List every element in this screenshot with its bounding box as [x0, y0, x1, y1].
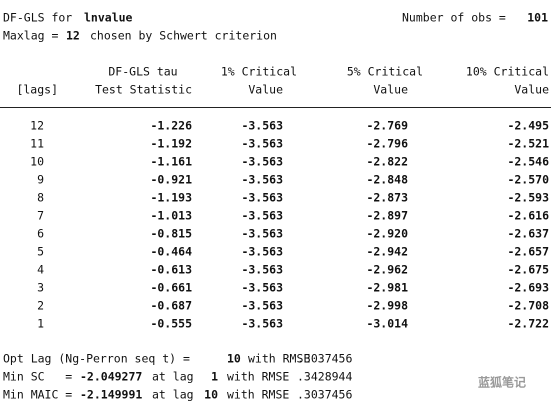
- column-header: DF-GLS tau: [108, 65, 177, 79]
- opt-lag-label: Opt Lag (Ng-Perron seq t) =: [3, 352, 190, 366]
- lag-cell: 10: [30, 155, 44, 169]
- column-header: Value: [373, 83, 408, 97]
- value-cell: -3.563: [241, 155, 283, 169]
- lag-cell: 11: [30, 137, 44, 151]
- value-cell: -2.593: [507, 191, 549, 205]
- lag-cell: 7: [37, 209, 44, 223]
- maxlag-suffix: chosen by Schwert criterion: [90, 29, 277, 43]
- value-cell: -0.687: [150, 299, 192, 313]
- value-cell: -3.014: [366, 317, 408, 331]
- value-cell: -2.616: [507, 209, 549, 223]
- value-cell: -3.563: [241, 281, 283, 295]
- criterion-label: Min MAIC =: [3, 388, 72, 402]
- value-cell: -3.563: [241, 227, 283, 241]
- value-cell: -2.897: [366, 209, 408, 223]
- value-cell: -0.555: [150, 317, 192, 331]
- value-cell: -2.570: [507, 173, 549, 187]
- value-cell: -2.521: [507, 137, 549, 151]
- column-header: Value: [514, 83, 549, 97]
- rmse-label: with RMSE: [227, 370, 289, 384]
- value-cell: -3.563: [241, 119, 283, 133]
- value-cell: -2.822: [366, 155, 408, 169]
- nobs-label: Number of obs =: [402, 11, 506, 25]
- watermark: 蓝狐笔记: [478, 375, 526, 390]
- column-header: 10% Critical: [466, 65, 549, 79]
- value-cell: -2.546: [507, 155, 549, 169]
- column-header: Value: [248, 83, 283, 97]
- maxlag-label: Maxlag =: [3, 29, 58, 43]
- lag-cell: 4: [37, 263, 44, 277]
- value-cell: -0.661: [150, 281, 192, 295]
- value-cell: -3.563: [241, 137, 283, 151]
- column-header: 1% Critical: [221, 65, 297, 79]
- value-cell: -2.708: [507, 299, 549, 313]
- rmse-label: with RMSE: [248, 352, 310, 366]
- value-cell: -2.675: [507, 263, 549, 277]
- value-cell: -3.563: [241, 245, 283, 259]
- rmse-value: .3428944: [297, 370, 352, 384]
- maxlag-value: 12: [66, 29, 80, 43]
- value-cell: -3.563: [241, 173, 283, 187]
- lag-value: 1: [211, 370, 218, 384]
- value-cell: -2.722: [507, 317, 549, 331]
- value-cell: -2.920: [366, 227, 408, 241]
- rmse-label: with RMSE: [227, 388, 289, 402]
- value-cell: -1.193: [150, 191, 192, 205]
- value-cell: -3.563: [241, 263, 283, 277]
- value-cell: -2.873: [366, 191, 408, 205]
- lag-cell: 8: [37, 191, 44, 205]
- value-cell: -3.563: [241, 299, 283, 313]
- criterion-value: -2.149991: [80, 388, 142, 402]
- column-header: 5% Critical: [347, 65, 423, 79]
- value-cell: -1.226: [150, 119, 192, 133]
- at-lag-label: at lag: [152, 388, 194, 402]
- value-cell: -2.998: [366, 299, 408, 313]
- value-cell: -1.192: [150, 137, 192, 151]
- value-cell: -2.637: [507, 227, 549, 241]
- lag-cell: 1: [37, 317, 44, 331]
- title-prefix: DF-GLS for: [3, 11, 72, 25]
- lag-cell: 12: [30, 119, 44, 133]
- value-cell: -2.796: [366, 137, 408, 151]
- value-cell: -2.942: [366, 245, 408, 259]
- value-cell: -0.815: [150, 227, 192, 241]
- rmse-value: .3037456: [297, 388, 352, 402]
- lag-cell: 3: [37, 281, 44, 295]
- opt-lag-value: 10: [227, 352, 241, 366]
- value-cell: -2.495: [507, 119, 549, 133]
- criterion-value: -2.049277: [80, 370, 142, 384]
- lag-cell: 9: [37, 173, 44, 187]
- value-cell: -2.657: [507, 245, 549, 259]
- value-cell: -2.693: [507, 281, 549, 295]
- value-cell: -2.769: [366, 119, 408, 133]
- value-cell: -2.848: [366, 173, 408, 187]
- value-cell: -0.613: [150, 263, 192, 277]
- value-cell: -3.563: [241, 209, 283, 223]
- value-cell: -0.464: [150, 245, 192, 259]
- value-cell: -1.013: [150, 209, 192, 223]
- column-header: Test Statistic: [95, 83, 192, 97]
- lag-value: 10: [204, 388, 218, 402]
- value-cell: -3.563: [241, 191, 283, 205]
- value-cell: -2.981: [366, 281, 408, 295]
- at-lag-label: at lag: [152, 370, 194, 384]
- value-cell: -3.563: [241, 317, 283, 331]
- column-header: [lags]: [16, 83, 58, 97]
- nobs-value: 101: [527, 11, 548, 25]
- value-cell: -1.161: [150, 155, 192, 169]
- criterion-label: Min SC =: [3, 370, 72, 384]
- lag-cell: 6: [37, 227, 44, 241]
- rmse-value: .3037456: [297, 352, 352, 366]
- value-cell: -2.962: [366, 263, 408, 277]
- value-cell: -0.921: [150, 173, 192, 187]
- variable-name: lnvalue: [84, 11, 133, 25]
- lag-cell: 5: [37, 245, 44, 259]
- lag-cell: 2: [37, 299, 44, 313]
